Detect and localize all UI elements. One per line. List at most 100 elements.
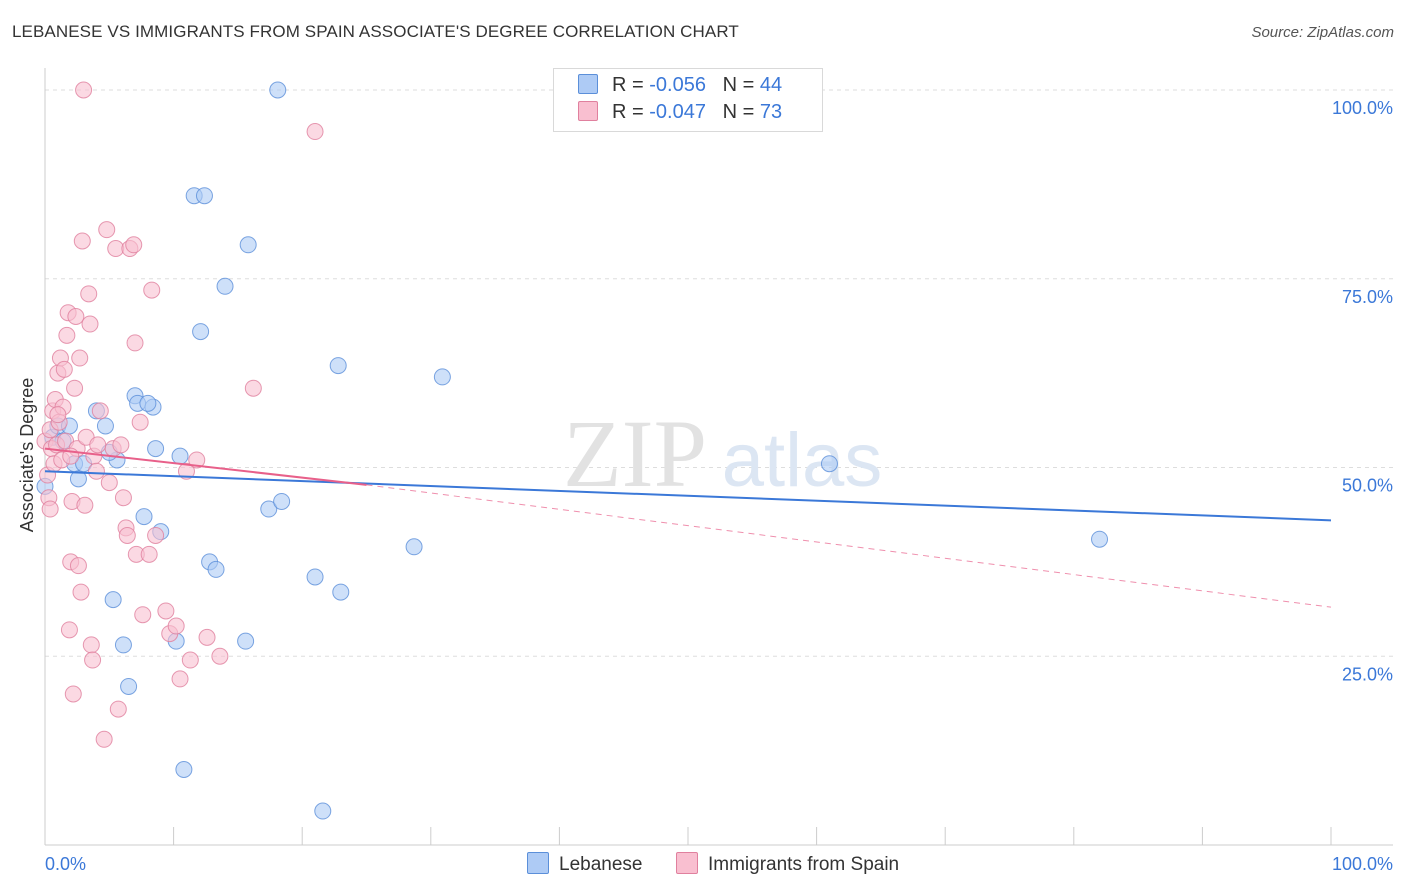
spain-point: [60, 621, 78, 639]
bottom-legend-label-lebanese: Lebanese: [559, 854, 643, 875]
spain-point: [143, 281, 161, 299]
bottom-legend-label-spain: Immigrants from Spain: [708, 854, 900, 875]
spain-point: [87, 462, 105, 480]
lebanese-point: [171, 447, 189, 465]
chart-title: LEBANESE VS IMMIGRANTS FROM SPAIN ASSOCI…: [12, 22, 739, 41]
legend-r-value: -0.056: [649, 74, 706, 96]
watermark-atlas: atlas: [722, 418, 883, 503]
bottom-legend-swatch-spain: [676, 852, 698, 874]
spain-point: [41, 500, 59, 518]
spain-point: [131, 413, 149, 431]
spain-point: [198, 628, 216, 646]
spain-point: [91, 402, 109, 420]
legend-n-value: 73: [759, 101, 783, 123]
spain-point: [125, 236, 143, 254]
spain-point: [71, 349, 89, 367]
lebanese-point: [329, 357, 347, 375]
spain-point: [58, 326, 76, 344]
spain-point: [244, 379, 262, 397]
spain-point: [82, 636, 100, 654]
lebanese-point: [195, 187, 213, 205]
spain-point: [100, 474, 118, 492]
lebanese-point: [96, 417, 114, 435]
watermark-zip: ZIP: [563, 400, 707, 507]
lebanese-point: [216, 277, 234, 295]
lebanese-point: [175, 761, 193, 778]
spain-point: [109, 700, 127, 718]
lebanese-point: [69, 470, 87, 488]
spain-point: [134, 606, 152, 624]
spain-point: [181, 651, 199, 669]
lebanese-point: [237, 632, 255, 650]
legend-r-label: R =: [612, 74, 650, 96]
lebanese-point: [114, 636, 132, 654]
legend-row-lebanese: R = -0.056 N = 44: [578, 74, 782, 98]
legend-n-label: N =: [722, 101, 760, 123]
spain-point: [171, 670, 189, 688]
y-tick-label: 50.0%: [1342, 476, 1393, 496]
lebanese-point: [147, 440, 165, 458]
y-tick-label: 25.0%: [1342, 664, 1393, 684]
legend-n-label: N =: [722, 74, 760, 96]
lebanese-point: [314, 802, 332, 820]
lebanese-point: [269, 81, 287, 99]
spain-point: [95, 730, 113, 748]
lebanese-point: [104, 591, 122, 609]
spain-point: [81, 315, 99, 333]
spain-point: [67, 308, 85, 325]
spain-point: [66, 379, 84, 397]
bottom-legend-spain: Immigrants from Spain: [676, 852, 899, 876]
spain-point: [167, 617, 185, 635]
spain-point: [72, 583, 90, 601]
spain-point: [76, 496, 94, 514]
y-tick-label: 75.0%: [1342, 287, 1393, 307]
legend-swatch-lebanese: [578, 74, 598, 94]
lebanese-point: [207, 560, 225, 578]
spain-point: [157, 602, 175, 620]
lebanese-point: [135, 508, 153, 526]
lebanese-point: [139, 394, 157, 412]
lebanese-point: [273, 492, 291, 510]
spain-point: [114, 489, 132, 507]
lebanese-point: [260, 500, 278, 518]
spain-point: [177, 462, 195, 480]
spain-point: [107, 240, 125, 258]
data-points: [36, 81, 1109, 820]
spain-trend-line: [44, 447, 367, 486]
y-tick-label: 100.0%: [1332, 98, 1393, 118]
spain-trend-extension: [366, 484, 1332, 608]
lebanese-point: [239, 236, 257, 254]
legend-row-spain: R = -0.047 N = 73: [578, 101, 782, 125]
x-tick-label: 0.0%: [45, 854, 86, 874]
lebanese-point: [306, 568, 324, 586]
spain-point: [140, 545, 158, 563]
lebanese-point: [332, 583, 350, 601]
tick-labels: 25.0% 50.0% 75.0% 100.0% 0.0% 100.0%: [45, 98, 1393, 874]
lebanese-point: [120, 677, 138, 695]
spain-point: [69, 557, 87, 575]
spain-point: [306, 123, 324, 141]
legend-r-label: R =: [612, 101, 650, 123]
lebanese-point: [192, 323, 210, 341]
lebanese-point: [433, 368, 451, 386]
spain-point: [98, 221, 116, 239]
spain-point: [118, 526, 136, 544]
spain-point: [112, 436, 130, 454]
trend-lines: [44, 447, 1332, 608]
bottom-legend-swatch-lebanese: [527, 852, 549, 874]
x-tick-label: 100.0%: [1332, 854, 1393, 874]
axes: [44, 68, 1393, 846]
spain-point: [147, 526, 165, 544]
legend-swatch-spain: [578, 101, 598, 121]
grid-lines: [45, 89, 1393, 657]
stats-legend: R = -0.056 N = 44 R = -0.047 N = 73: [553, 68, 823, 132]
lebanese-trend-line: [44, 470, 1332, 522]
lebanese-point: [1091, 530, 1109, 548]
bottom-legend-lebanese: Lebanese: [527, 852, 642, 876]
legend-n-value: 44: [759, 74, 783, 96]
spain-point: [89, 436, 107, 454]
lebanese-point: [820, 455, 838, 473]
spain-point: [80, 285, 98, 303]
spain-point: [64, 685, 82, 703]
